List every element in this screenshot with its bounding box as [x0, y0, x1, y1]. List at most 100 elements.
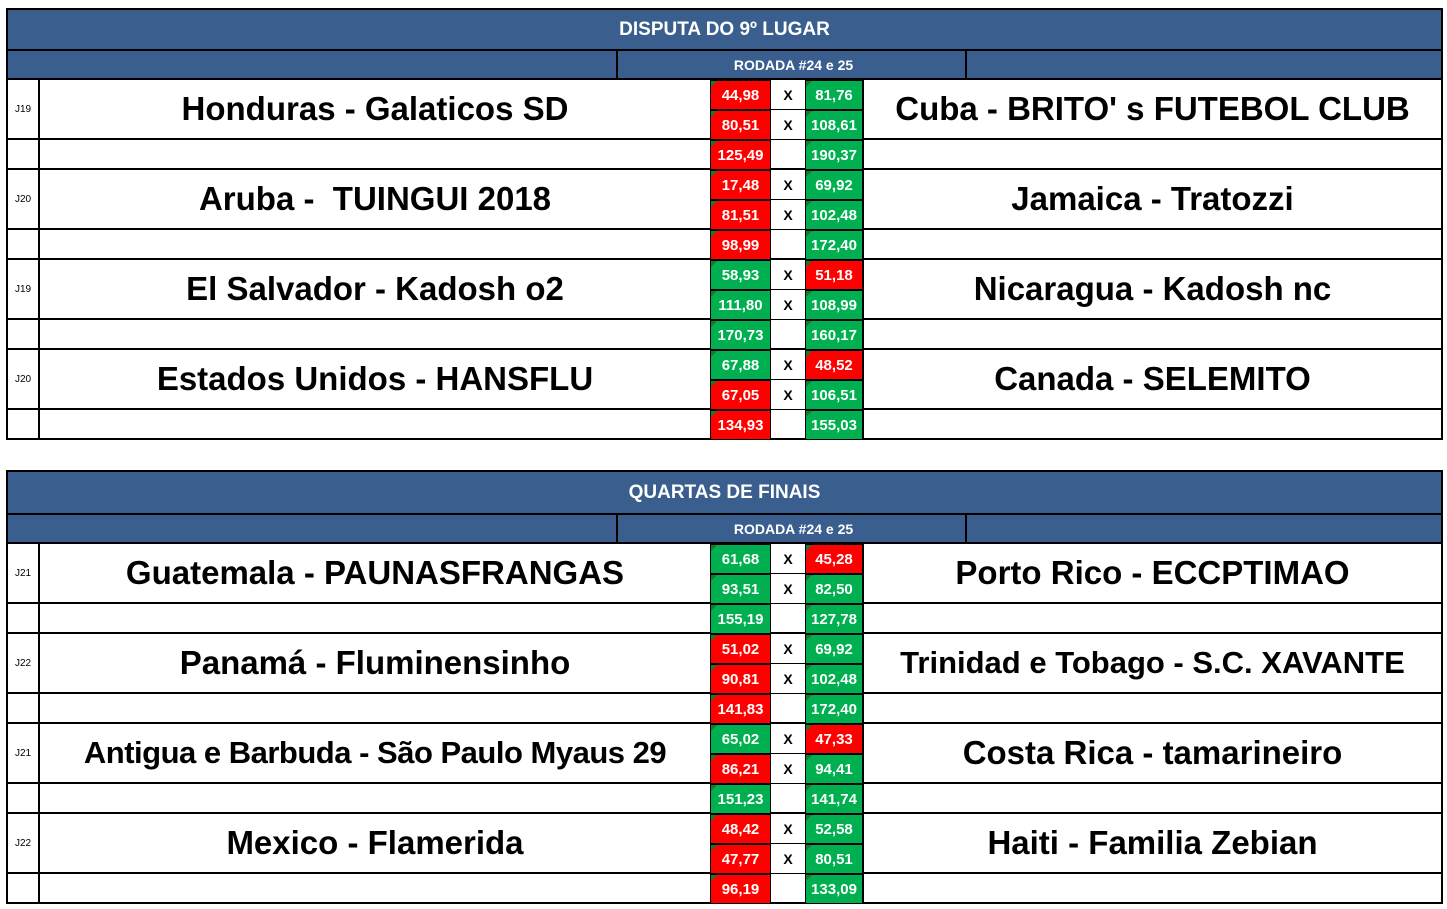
match-row: J20 Aruba - TUINGUI 2018 17,48 X 69,92 8…: [6, 170, 1443, 260]
away-team: Trinidad e Tobago - S.C. XAVANTE: [863, 634, 1443, 694]
home-total: 151,23: [710, 784, 771, 814]
home-team: El Salvador - Kadosh o2: [40, 260, 710, 320]
home-score: 67,05: [710, 380, 771, 410]
vs-marker: X: [771, 170, 805, 200]
away-team-spacer: [863, 874, 1443, 904]
away-team: Cuba - BRITO' s FUTEBOL CLUB: [863, 80, 1443, 140]
home-team-spacer: [40, 410, 710, 440]
home-score: 86,21: [710, 754, 771, 784]
vs-marker: X: [771, 814, 805, 844]
home-score: 51,02: [710, 634, 771, 664]
away-score: 48,52: [805, 350, 863, 380]
home-team-spacer: [40, 320, 710, 350]
away-team-spacer: [863, 140, 1443, 170]
away-total: 172,40: [805, 694, 863, 724]
away-team: Porto Rico - ECCPTIMAO: [863, 544, 1443, 604]
round-label: RODADA #24 e 25: [733, 56, 854, 73]
home-team-spacer: [40, 874, 710, 904]
away-total: 133,09: [805, 874, 863, 904]
home-team-spacer: [40, 694, 710, 724]
vs-spacer: [771, 874, 805, 904]
game-id-spacer: [6, 320, 40, 350]
vs-marker: X: [771, 350, 805, 380]
away-team-spacer: [863, 784, 1443, 814]
game-id: J20: [6, 350, 40, 410]
round-label: RODADA #24 e 25: [733, 520, 854, 537]
match-row: J21 Guatemala - PAUNASFRANGAS 61,68 X 45…: [6, 544, 1443, 634]
home-team: Guatemala - PAUNASFRANGAS: [40, 544, 710, 604]
home-score: 90,81: [710, 664, 771, 694]
away-score: 51,18: [805, 260, 863, 290]
game-id-spacer: [6, 410, 40, 440]
vs-marker: X: [771, 574, 805, 604]
away-score: 45,28: [805, 544, 863, 574]
vs-marker: X: [771, 200, 805, 230]
game-id-spacer: [6, 694, 40, 724]
away-total: 160,17: [805, 320, 863, 350]
away-score: 106,51: [805, 380, 863, 410]
vs-spacer: [771, 320, 805, 350]
home-score: 67,88: [710, 350, 771, 380]
home-total: 170,73: [710, 320, 771, 350]
home-total: 125,49: [710, 140, 771, 170]
home-total: 141,83: [710, 694, 771, 724]
match-row: J19 Honduras - Galaticos SD 44,98 X 81,7…: [6, 80, 1443, 170]
home-team-spacer: [40, 784, 710, 814]
section-title: DISPUTA DO 9º LUGAR: [6, 8, 1443, 51]
game-id-spacer: [6, 604, 40, 634]
home-score: 111,80: [710, 290, 771, 320]
away-total: 190,37: [805, 140, 863, 170]
away-team-spacer: [863, 230, 1443, 260]
game-id: J20: [6, 170, 40, 230]
away-team: Costa Rica - tamarineiro: [863, 724, 1443, 784]
away-score: 94,41: [805, 754, 863, 784]
home-total: 134,93: [710, 410, 771, 440]
vs-marker: X: [771, 290, 805, 320]
home-team-spacer: [40, 140, 710, 170]
vs-marker: X: [771, 110, 805, 140]
away-total: 155,03: [805, 410, 863, 440]
match-row: J19 El Salvador - Kadosh o2 58,93 X 51,1…: [6, 260, 1443, 350]
home-score: 47,77: [710, 844, 771, 874]
vs-marker: X: [771, 80, 805, 110]
away-score: 108,99: [805, 290, 863, 320]
home-team: Mexico - Flamerida: [40, 814, 710, 874]
home-team: Antigua e Barbuda - São Paulo Myaus 29: [40, 724, 710, 784]
vs-marker: X: [771, 380, 805, 410]
home-team: Panamá - Fluminensinho: [40, 634, 710, 694]
away-total: 172,40: [805, 230, 863, 260]
vs-spacer: [771, 694, 805, 724]
home-team: Estados Unidos - HANSFLU: [40, 350, 710, 410]
home-score: 93,51: [710, 574, 771, 604]
vs-marker: X: [771, 634, 805, 664]
vs-spacer: [771, 604, 805, 634]
game-id: J21: [6, 544, 40, 604]
home-score: 81,51: [710, 200, 771, 230]
vs-marker: X: [771, 754, 805, 784]
home-score: 58,93: [710, 260, 771, 290]
away-score: 81,76: [805, 80, 863, 110]
game-id: J19: [6, 260, 40, 320]
away-total: 127,78: [805, 604, 863, 634]
game-id-spacer: [6, 874, 40, 904]
home-score: 44,98: [710, 80, 771, 110]
vs-spacer: [771, 410, 805, 440]
home-total: 96,19: [710, 874, 771, 904]
away-total: 141,74: [805, 784, 863, 814]
away-team: Canada - SELEMITO: [863, 350, 1443, 410]
away-score: 52,58: [805, 814, 863, 844]
game-id: J19: [6, 80, 40, 140]
home-team: Aruba - TUINGUI 2018: [40, 170, 710, 230]
home-total: 155,19: [710, 604, 771, 634]
away-score: 108,61: [805, 110, 863, 140]
game-id: J21: [6, 724, 40, 784]
match-row: J20 Estados Unidos - HANSFLU 67,88 X 48,…: [6, 350, 1443, 440]
game-id: J22: [6, 814, 40, 874]
away-team-spacer: [863, 410, 1443, 440]
home-team-spacer: [40, 604, 710, 634]
home-total: 98,99: [710, 230, 771, 260]
match-row: J22 Panamá - Fluminensinho 51,02 X 69,92…: [6, 634, 1443, 724]
away-team-spacer: [863, 604, 1443, 634]
vs-marker: X: [771, 844, 805, 874]
away-score: 80,51: [805, 844, 863, 874]
